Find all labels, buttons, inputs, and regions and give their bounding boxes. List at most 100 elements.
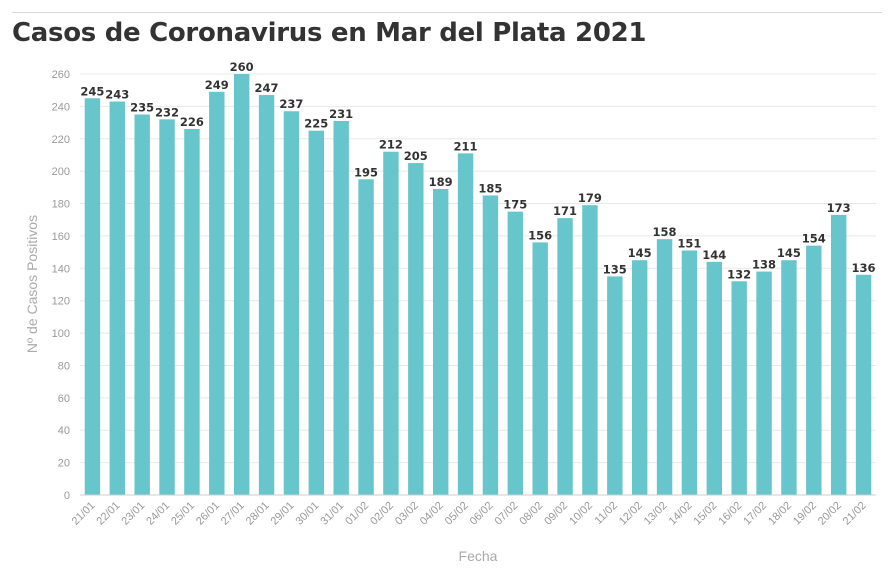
x-tick-label: 13/02 <box>642 500 670 528</box>
x-tick-label: 24/01 <box>144 500 172 528</box>
data-label: 144 <box>702 248 726 262</box>
y-tick-label: 0 <box>64 490 70 502</box>
data-label: 249 <box>205 78 229 92</box>
bar <box>855 274 872 495</box>
bar <box>109 101 126 496</box>
data-label: 154 <box>802 232 826 246</box>
data-label: 225 <box>304 117 328 131</box>
x-tick-label: 26/01 <box>194 500 222 528</box>
bar <box>358 179 374 495</box>
bar <box>781 260 797 495</box>
bar <box>806 245 822 495</box>
x-tick-label: 07/02 <box>492 500 520 528</box>
bar <box>258 95 275 496</box>
x-tick-label: 12/02 <box>617 500 645 528</box>
x-tick-label: 02/02 <box>368 500 396 528</box>
bar <box>134 114 150 495</box>
bar <box>432 188 449 495</box>
bar <box>557 218 573 495</box>
data-label: 179 <box>578 191 602 205</box>
data-label: 212 <box>379 138 403 152</box>
x-tick-label: 09/02 <box>542 500 570 528</box>
bar <box>184 129 200 496</box>
data-label: 175 <box>503 198 527 212</box>
x-tick-label: 16/02 <box>716 500 744 528</box>
x-tick-label: 11/02 <box>593 500 620 527</box>
x-tick-label: 21/01 <box>70 500 98 528</box>
y-tick-label: 220 <box>52 134 70 146</box>
data-label: 237 <box>279 97 303 111</box>
y-tick-label: 180 <box>52 199 70 211</box>
bar <box>482 195 499 495</box>
y-tick-label: 160 <box>52 231 70 243</box>
x-tick-label: 04/02 <box>418 500 446 528</box>
data-label: 158 <box>653 225 677 239</box>
data-label: 232 <box>155 105 179 119</box>
bar <box>607 276 623 495</box>
bar <box>233 74 250 495</box>
y-axis-ticks: 0 20 40 60 80 100 120 140 160 180 200 220 240 260 <box>52 69 70 502</box>
data-label: 132 <box>727 267 751 281</box>
bar <box>532 242 548 495</box>
bar <box>408 163 424 496</box>
data-label: 205 <box>404 149 428 163</box>
data-label: 138 <box>752 258 776 272</box>
data-label: 145 <box>628 246 652 260</box>
data-label: 235 <box>130 100 154 114</box>
x-tick-label: 23/01 <box>119 500 147 528</box>
chart-title: Casos de Coronavirus en Mar del Plata 20… <box>12 18 647 48</box>
bar <box>308 130 325 495</box>
y-tick-label: 80 <box>58 360 70 372</box>
x-tick-label: 19/02 <box>791 500 819 528</box>
data-label: 247 <box>255 81 279 95</box>
x-tick-label: 05/02 <box>443 500 471 528</box>
bar <box>283 111 300 495</box>
data-label: 260 <box>230 60 254 74</box>
bar <box>656 239 673 495</box>
y-tick-label: 120 <box>52 296 70 308</box>
x-tick-label: 31/01 <box>318 500 346 528</box>
y-tick-label: 200 <box>52 166 70 178</box>
bar <box>631 260 648 495</box>
y-tick-label: 240 <box>52 101 70 113</box>
data-label: 173 <box>827 201 851 215</box>
bar <box>706 261 723 495</box>
x-tick-label: 27/01 <box>219 500 247 528</box>
data-label: 136 <box>852 261 876 275</box>
bar <box>507 211 524 495</box>
x-tick-label: 15/02 <box>691 500 719 528</box>
data-label: 189 <box>429 175 453 189</box>
bar <box>84 98 101 496</box>
bar <box>681 250 698 495</box>
x-tick-label: 20/02 <box>816 500 844 528</box>
data-label: 211 <box>454 139 478 153</box>
x-tick-label: 25/01 <box>169 500 197 528</box>
data-label: 245 <box>80 84 104 98</box>
x-tick-label: 21/02 <box>841 500 869 528</box>
y-tick-label: 140 <box>52 263 70 275</box>
x-tick-label: 10/02 <box>567 500 595 528</box>
x-tick-label: 18/02 <box>766 500 794 528</box>
x-axis-title: Fecha <box>459 548 498 564</box>
bar <box>159 119 175 495</box>
data-label: 185 <box>478 181 502 195</box>
x-tick-label: 01/02 <box>343 500 371 528</box>
x-tick-label: 22/01 <box>94 500 122 528</box>
bar <box>457 153 474 496</box>
bar <box>383 151 399 495</box>
x-tick-label: 14/02 <box>667 500 695 528</box>
bar <box>731 281 747 495</box>
bars <box>84 74 872 496</box>
data-label: 145 <box>777 246 801 260</box>
bar <box>582 205 598 495</box>
x-tick-label: 03/02 <box>393 500 421 528</box>
y-tick-label: 60 <box>58 393 70 405</box>
y-tick-label: 100 <box>52 328 70 340</box>
data-label: 151 <box>677 236 701 250</box>
data-label: 195 <box>354 165 378 179</box>
bar <box>830 214 847 495</box>
x-tick-label: 30/01 <box>293 500 321 528</box>
data-label: 231 <box>329 107 353 121</box>
x-tick-label: 17/02 <box>741 500 769 528</box>
